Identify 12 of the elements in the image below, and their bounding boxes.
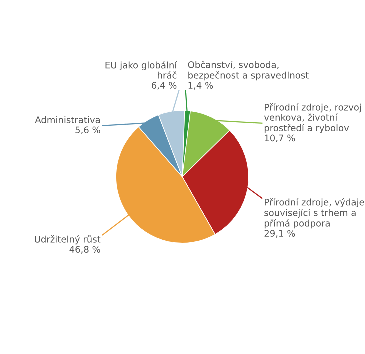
slice-label: EU jako globální hráč xyxy=(106,61,178,79)
data-label: 29,1 % xyxy=(264,230,296,238)
data-label: 46,8 % xyxy=(70,246,100,254)
slice-label: Udržitelný růst xyxy=(35,235,101,245)
slice-label: Přírodní zdroje, rozvoj venkova, životní prostředí a rybolov xyxy=(264,104,362,134)
data-label: 5,6 % xyxy=(76,126,100,134)
data-label: 10,7 % xyxy=(265,134,296,143)
data-label: 6,4 % xyxy=(152,82,177,90)
slice-label: Administrativa xyxy=(35,116,100,124)
slice-label: Občanství, svoboda, bezpečnost a spravedlnost xyxy=(188,60,309,81)
data-label: 1,4 % xyxy=(188,82,214,90)
slice-label: Přírodní zdroje, výdaje související s trhem a přímá podpora xyxy=(264,198,364,229)
